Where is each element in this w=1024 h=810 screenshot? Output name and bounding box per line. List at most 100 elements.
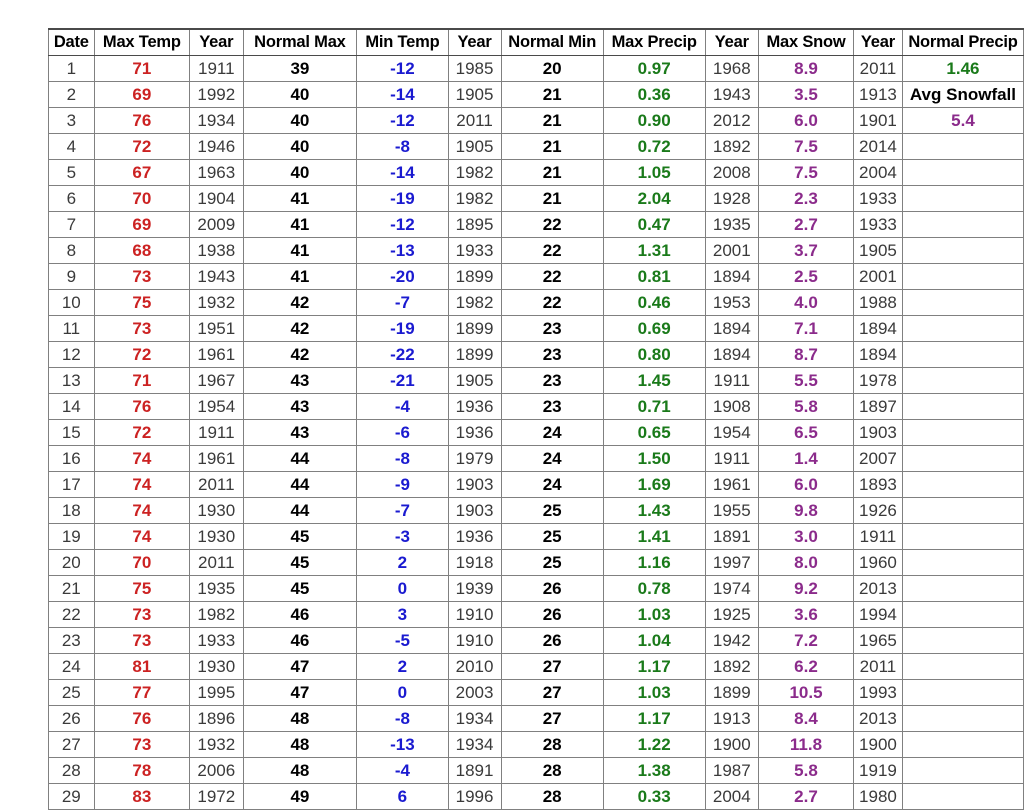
cell-max-precip: 1.03 [602,679,706,706]
cell-min-temp-year: 1905 [447,81,502,108]
cell-max-precip-year: 1899 [704,679,760,706]
cell-normal-max: 48 [242,731,358,758]
cell-max-snow: 2.3 [758,185,854,212]
table-row: 22 73 1982 46 3 1910 26 1.03 1925 3.6 1994 [48,601,1024,628]
cell-max-temp-year: 1946 [189,133,244,160]
daily-climate-records-table: Date Max Temp Year Normal Max Min Temp Y… [48,28,1024,810]
cell-max-precip: 1.04 [602,627,706,654]
table-row: 4 72 1946 40 -8 1905 21 0.72 1892 7.5 2014 [48,133,1024,160]
cell-max-snow-year: 1903 [852,419,903,446]
cell-max-snow: 9.8 [758,497,854,524]
cell-normal-max: 42 [242,289,358,316]
cell-normal-max: 45 [242,523,358,550]
cell-normal-min: 27 [500,653,604,680]
cell-normal-max: 41 [242,185,358,212]
cell-max-precip: 1.16 [602,549,706,576]
avg-snowfall-value: 5.4 [901,107,1024,134]
cell-normal-min: 21 [500,159,604,186]
cell-max-snow: 11.8 [758,731,854,758]
cell-max-snow-year: 2013 [852,705,903,732]
cell-max-precip-year: 2012 [704,107,760,134]
cell-min-temp: -12 [356,211,449,238]
cell-normal-max: 41 [242,211,358,238]
cell-max-snow-year: 1919 [852,757,903,784]
cell-max-precip: 1.45 [602,367,706,394]
table-row: 13 71 1967 43 -21 1905 23 1.45 1911 5.5 1978 [48,367,1024,394]
cell-max-temp-year: 1932 [189,289,244,316]
cell-max-temp-year: 1932 [189,731,244,758]
cell-date: 14 [48,393,95,420]
cell-max-precip-year: 2008 [704,159,760,186]
cell-max-precip-year: 1892 [704,653,760,680]
cell-normal-min: 28 [500,731,604,758]
cell-max-precip: 1.05 [602,159,706,186]
cell-normal-min: 25 [500,497,604,524]
cell-max-precip-year: 2001 [704,237,760,264]
summary-empty-cell [901,315,1024,342]
cell-min-temp-year: 1934 [447,705,502,732]
cell-max-snow: 8.9 [758,55,854,82]
cell-max-temp-year: 1911 [189,55,244,82]
summary-empty-cell [901,601,1024,628]
cell-max-snow-year: 1905 [852,237,903,264]
cell-min-temp-year: 2010 [447,653,502,680]
cell-min-temp-year: 1936 [447,393,502,420]
column-header-normal-precip: Normal Precip [901,28,1024,56]
cell-max-temp-year: 2006 [189,757,244,784]
cell-max-precip-year: 1911 [704,367,760,394]
cell-max-precip: 1.17 [602,705,706,732]
cell-date: 20 [48,549,95,576]
cell-normal-max: 43 [242,419,358,446]
cell-normal-max: 46 [242,601,358,628]
cell-date: 8 [48,237,95,264]
summary-empty-cell [901,471,1024,498]
summary-empty-cell [901,757,1024,784]
cell-max-snow: 6.2 [758,653,854,680]
summary-empty-cell [901,237,1024,264]
cell-max-precip-year: 1925 [704,601,760,628]
cell-date: 10 [48,289,95,316]
cell-max-precip-year: 1974 [704,575,760,602]
table-row: 1 71 1911 39 -12 1985 20 0.97 1968 8.9 2011 1.46 [48,55,1024,82]
cell-max-precip: 0.36 [602,81,706,108]
cell-max-snow-year: 1900 [852,731,903,758]
cell-max-snow: 7.5 [758,133,854,160]
cell-max-temp: 72 [93,341,191,368]
cell-max-temp-year: 1967 [189,367,244,394]
column-header-min-temp-year: Year [447,28,502,56]
cell-max-temp-year: 2011 [189,549,244,576]
cell-max-snow: 3.5 [758,81,854,108]
cell-max-temp: 70 [93,549,191,576]
table-body: 1 71 1911 39 -12 1985 20 0.97 1968 8.9 2011 1.46 2 69… [48,55,1024,810]
cell-min-temp: -13 [356,237,449,264]
cell-max-snow: 3.7 [758,237,854,264]
cell-date: 29 [48,783,95,810]
cell-normal-max: 48 [242,757,358,784]
column-header-min-temp: Min Temp [356,28,449,56]
cell-date: 9 [48,263,95,290]
table-row: 27 73 1932 48 -13 1934 28 1.22 1900 11.8 1900 [48,731,1024,758]
cell-max-snow: 2.5 [758,263,854,290]
cell-normal-max: 41 [242,263,358,290]
table-row: 6 70 1904 41 -19 1982 21 2.04 1928 2.3 1933 [48,185,1024,212]
cell-date: 17 [48,471,95,498]
cell-max-temp: 73 [93,731,191,758]
cell-max-precip: 1.41 [602,523,706,550]
cell-max-snow: 6.0 [758,107,854,134]
cell-normal-max: 44 [242,497,358,524]
table-row: 23 73 1933 46 -5 1910 26 1.04 1942 7.2 1965 [48,627,1024,654]
cell-normal-max: 44 [242,445,358,472]
cell-max-temp: 83 [93,783,191,810]
table-row: 18 74 1930 44 -7 1903 25 1.43 1955 9.8 1926 [48,497,1024,524]
avg-snowfall-label: Avg Snowfall [901,81,1024,108]
cell-normal-max: 40 [242,133,358,160]
cell-max-temp-year: 1943 [189,263,244,290]
cell-date: 11 [48,315,95,342]
cell-normal-max: 40 [242,107,358,134]
cell-max-snow: 7.5 [758,159,854,186]
cell-min-temp-year: 1934 [447,731,502,758]
summary-empty-cell [901,393,1024,420]
cell-normal-min: 23 [500,367,604,394]
cell-max-temp-year: 1930 [189,497,244,524]
cell-min-temp: -21 [356,367,449,394]
